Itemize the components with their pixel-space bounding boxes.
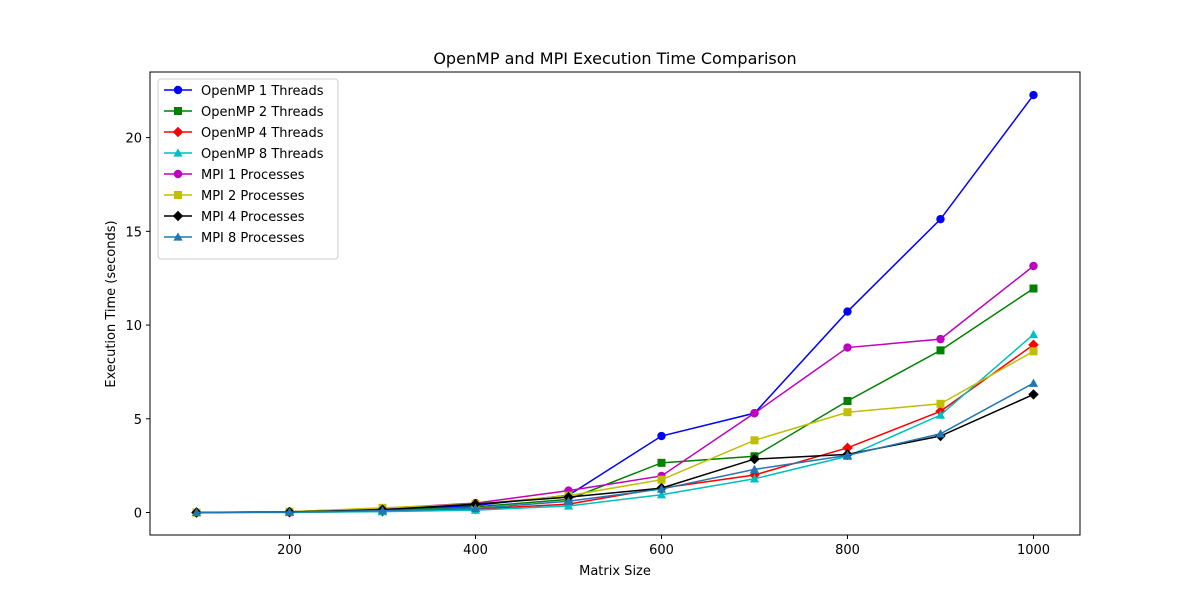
data-point [843,396,852,405]
legend-label: MPI 8 Processes [201,231,305,246]
series-line [196,287,1034,514]
data-point [843,307,852,316]
data-point [657,475,666,484]
x-tick-label: 800 [835,543,860,558]
data-point [656,490,667,499]
data-point [842,442,853,454]
x-tick-label: 1000 [1017,543,1050,558]
data-point [1029,261,1038,271]
data-point [843,343,852,352]
plot-frame [149,71,1081,536]
x-tick-label: 200 [277,543,302,558]
x-tick-label: 600 [649,543,674,558]
y-tick-label: 20 [125,132,142,147]
y-tick-label: 10 [125,319,142,334]
data-point [470,503,481,513]
data-point [1029,347,1038,356]
legend-marker [174,107,182,115]
data-point [750,436,759,445]
data-point [843,408,852,417]
data-point [749,464,760,474]
data-point [749,474,760,483]
legend-label: MPI 2 Processes [201,189,305,204]
plot-area: 200 400 600 800 1000 0 5 10 15 20 [125,71,1081,558]
legend-marker [172,126,184,138]
legend: OpenMP 1 Threads OpenMP 2 Threads OpenMP 4… [157,78,339,260]
data-point [657,458,666,467]
data-point [1028,378,1039,387]
data-point [284,507,295,516]
data-point [1029,90,1038,100]
legend-marker [172,210,184,222]
series-line [196,350,1034,514]
data-point [936,346,945,355]
legend-label: OpenMP 4 Threads [201,126,324,141]
legend-label: OpenMP 1 Threads [201,84,324,99]
legend-marker [173,148,183,157]
legend-marker [174,191,182,199]
data-point [935,429,946,438]
legend-label: OpenMP 2 Threads [201,105,324,120]
data-point [936,399,945,408]
data-point [656,484,667,493]
legend-marker [173,169,183,179]
data-point [936,334,945,344]
data-point [377,506,388,515]
y-tick-label: 0 [134,507,142,522]
data-point [936,214,945,224]
data-point [935,410,946,419]
data-point [1029,284,1038,293]
data-point [657,431,666,441]
x-axis-label: Matrix Size [579,564,651,579]
x-tick-label: 400 [463,543,488,558]
data-point [1028,389,1039,400]
legend-marker [173,232,183,241]
data-point [191,507,202,517]
chart-title: OpenMP and MPI Execution Time Comparison [433,49,796,68]
legend-marker [173,85,183,95]
data-point [749,453,760,465]
series-line [196,265,1034,514]
legend-box [157,78,339,260]
data-point [1028,329,1039,339]
y-tick-label: 5 [134,413,142,428]
y-tick-label: 15 [125,225,142,240]
y-axis-label: Execution Time (seconds) [104,220,119,387]
legend-label: MPI 4 Processes [201,210,305,225]
data-point [563,496,574,505]
data-point [750,408,759,418]
data-point [842,450,853,460]
data-point [563,501,574,510]
legend-label: MPI 1 Processes [201,168,305,183]
legend-label: OpenMP 8 Threads [201,147,324,162]
series-line [196,382,1034,514]
